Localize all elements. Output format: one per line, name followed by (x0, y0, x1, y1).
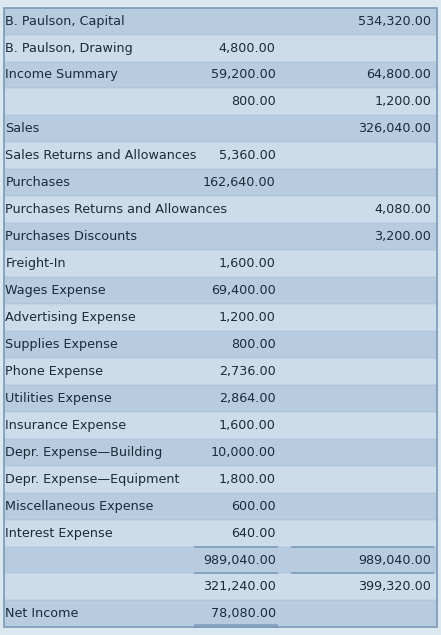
Text: 600.00: 600.00 (231, 500, 276, 512)
Text: 1,800.00: 1,800.00 (219, 472, 276, 486)
Text: 989,040.00: 989,040.00 (203, 554, 276, 566)
Text: B. Paulson, Capital: B. Paulson, Capital (5, 15, 125, 27)
Text: Sales Returns and Allowances: Sales Returns and Allowances (5, 149, 197, 163)
Text: Purchases Returns and Allowances: Purchases Returns and Allowances (5, 203, 228, 216)
Text: 1,600.00: 1,600.00 (219, 419, 276, 432)
Text: Miscellaneous Expense: Miscellaneous Expense (5, 500, 153, 512)
Bar (4, 601, 437, 627)
Text: 64,800.00: 64,800.00 (366, 69, 431, 81)
Text: Freight-In: Freight-In (5, 257, 66, 270)
Bar (4, 196, 437, 223)
Text: 989,040.00: 989,040.00 (359, 554, 431, 566)
Bar (4, 519, 437, 547)
Bar (4, 465, 437, 493)
Text: 69,400.00: 69,400.00 (211, 284, 276, 297)
Text: 640.00: 640.00 (231, 526, 276, 540)
Bar (4, 304, 437, 331)
Bar (4, 142, 437, 170)
Text: 321,240.00: 321,240.00 (203, 580, 276, 594)
Text: 534,320.00: 534,320.00 (358, 15, 431, 27)
Text: 4,800.00: 4,800.00 (219, 41, 276, 55)
Text: Purchases Discounts: Purchases Discounts (5, 230, 138, 243)
Text: B. Paulson, Drawing: B. Paulson, Drawing (5, 41, 133, 55)
Text: Utilities Expense: Utilities Expense (5, 392, 112, 405)
Text: 162,640.00: 162,640.00 (203, 177, 276, 189)
Text: 10,000.00: 10,000.00 (210, 446, 276, 458)
Text: Depr. Expense—Equipment: Depr. Expense—Equipment (5, 472, 180, 486)
Bar (4, 573, 437, 601)
Bar (4, 34, 437, 62)
Bar (4, 250, 437, 277)
Text: 1,600.00: 1,600.00 (219, 257, 276, 270)
Bar (4, 116, 437, 142)
Text: 3,200.00: 3,200.00 (374, 230, 431, 243)
Text: Interest Expense: Interest Expense (5, 526, 113, 540)
Bar (4, 277, 437, 304)
Text: 59,200.00: 59,200.00 (211, 69, 276, 81)
Bar (4, 62, 437, 88)
Text: 326,040.00: 326,040.00 (359, 123, 431, 135)
Text: 5,360.00: 5,360.00 (219, 149, 276, 163)
Bar (4, 170, 437, 196)
Text: Advertising Expense: Advertising Expense (5, 311, 136, 324)
Bar (4, 439, 437, 465)
Bar (4, 358, 437, 385)
Text: 800.00: 800.00 (231, 95, 276, 109)
Text: 2,864.00: 2,864.00 (219, 392, 276, 405)
Text: 1,200.00: 1,200.00 (219, 311, 276, 324)
Text: Wages Expense: Wages Expense (5, 284, 106, 297)
Text: 78,080.00: 78,080.00 (210, 608, 276, 620)
Bar (4, 8, 437, 34)
Text: Phone Expense: Phone Expense (5, 365, 103, 378)
Text: 800.00: 800.00 (231, 338, 276, 351)
Bar (4, 412, 437, 439)
Bar (4, 331, 437, 358)
Text: 1,200.00: 1,200.00 (374, 95, 431, 109)
Text: Income Summary: Income Summary (5, 69, 118, 81)
Bar (4, 385, 437, 412)
Bar (4, 493, 437, 519)
Text: 399,320.00: 399,320.00 (359, 580, 431, 594)
Text: Net Income: Net Income (5, 608, 78, 620)
Text: Sales: Sales (5, 123, 40, 135)
Text: Supplies Expense: Supplies Expense (5, 338, 118, 351)
Text: Insurance Expense: Insurance Expense (5, 419, 127, 432)
Bar (4, 547, 437, 573)
Bar (4, 223, 437, 250)
Text: 4,080.00: 4,080.00 (374, 203, 431, 216)
Text: Depr. Expense—Building: Depr. Expense—Building (5, 446, 163, 458)
Text: Purchases: Purchases (5, 177, 70, 189)
Bar (4, 88, 437, 116)
Text: 2,736.00: 2,736.00 (219, 365, 276, 378)
